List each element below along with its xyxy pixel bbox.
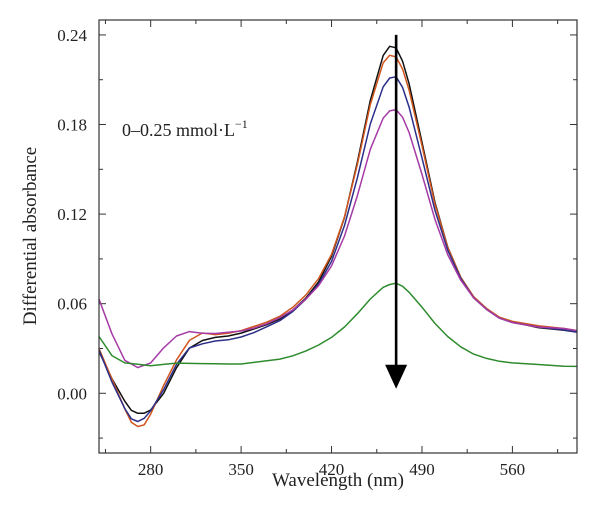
- x-tick-label: 560: [500, 460, 526, 479]
- series-line-5: [98, 282, 578, 368]
- y-tick-label: 0.24: [57, 26, 87, 45]
- series-line-1: [98, 45, 578, 415]
- x-tick-label: 280: [138, 460, 164, 479]
- arrow-layer: [385, 34, 408, 389]
- y-tick-label: 0.12: [57, 205, 87, 224]
- x-axis-title: Wavelength (nm): [272, 470, 404, 491]
- x-tick-label: 490: [409, 460, 435, 479]
- plot-frame: [98, 19, 578, 454]
- concentration-annotation: 0–0.25 mmol·L−1: [122, 117, 248, 140]
- x-tick-label: 420: [319, 460, 345, 479]
- x-tick-label: 350: [228, 460, 254, 479]
- series-layer: [98, 45, 578, 428]
- series-line-4: [98, 108, 578, 369]
- arrow-head: [385, 364, 408, 389]
- y-tick-label: 0.00: [57, 384, 87, 403]
- y-tick-label: 0.06: [57, 295, 87, 314]
- axis-ticks: [99, 20, 577, 453]
- y-tick-label: 0.18: [57, 116, 87, 135]
- tick-labels: 280 350 420 490 560 0.00 0.06 0.12 0.18 0.24: [57, 26, 525, 479]
- y-axis-title: Differential absorbance: [20, 147, 41, 325]
- series-line-2: [98, 54, 578, 428]
